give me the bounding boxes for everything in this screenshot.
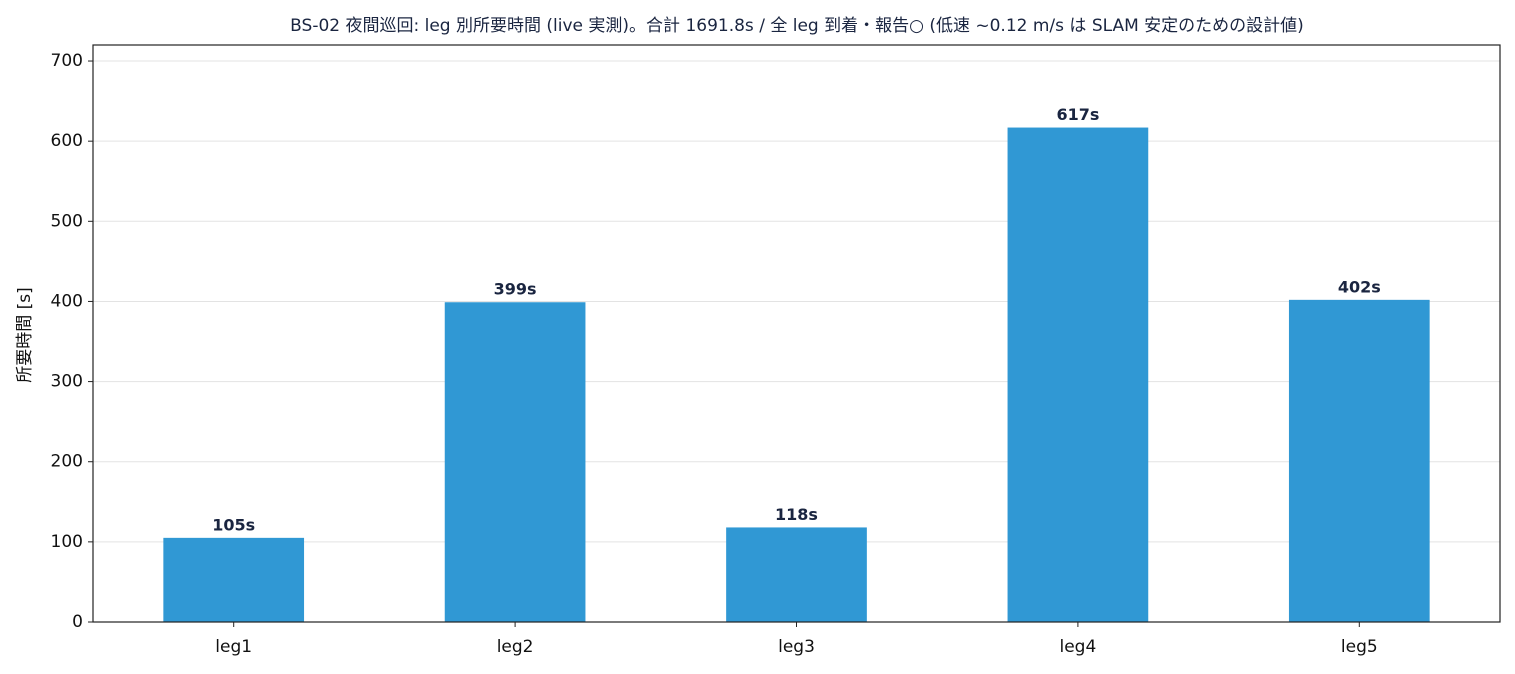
value-label: 402s bbox=[1338, 277, 1381, 296]
y-tick-label: 500 bbox=[51, 211, 83, 231]
y-tick-label: 200 bbox=[51, 452, 83, 472]
x-tick-label: leg2 bbox=[497, 637, 534, 657]
plot-frame bbox=[92, 44, 1501, 623]
y-tick-label: 400 bbox=[51, 291, 83, 311]
value-label: 118s bbox=[775, 505, 818, 524]
value-label: 105s bbox=[212, 515, 255, 534]
value-label: 399s bbox=[494, 280, 537, 299]
y-tick-label: 300 bbox=[51, 372, 83, 392]
x-tick-label: leg5 bbox=[1341, 637, 1378, 657]
x-tick-label: leg3 bbox=[778, 637, 815, 657]
value-label: 617s bbox=[1056, 105, 1099, 124]
bar bbox=[1288, 299, 1430, 622]
bar bbox=[444, 302, 586, 622]
y-tick-label: 0 bbox=[72, 612, 83, 632]
x-tick-label: leg4 bbox=[1060, 637, 1097, 657]
y-tick-label: 100 bbox=[51, 532, 83, 552]
chart-title: BS-02 夜間巡回: leg 別所要時間 (live 実測)。合計 1691.… bbox=[290, 16, 1304, 36]
y-tick-label: 700 bbox=[51, 51, 83, 71]
y-tick-label: 600 bbox=[51, 131, 83, 151]
x-tick-label: leg1 bbox=[215, 637, 252, 657]
bar bbox=[163, 537, 305, 622]
bar bbox=[1007, 127, 1149, 622]
bar bbox=[726, 527, 867, 622]
y-axis-label: 所要時間 [s] bbox=[15, 287, 35, 383]
